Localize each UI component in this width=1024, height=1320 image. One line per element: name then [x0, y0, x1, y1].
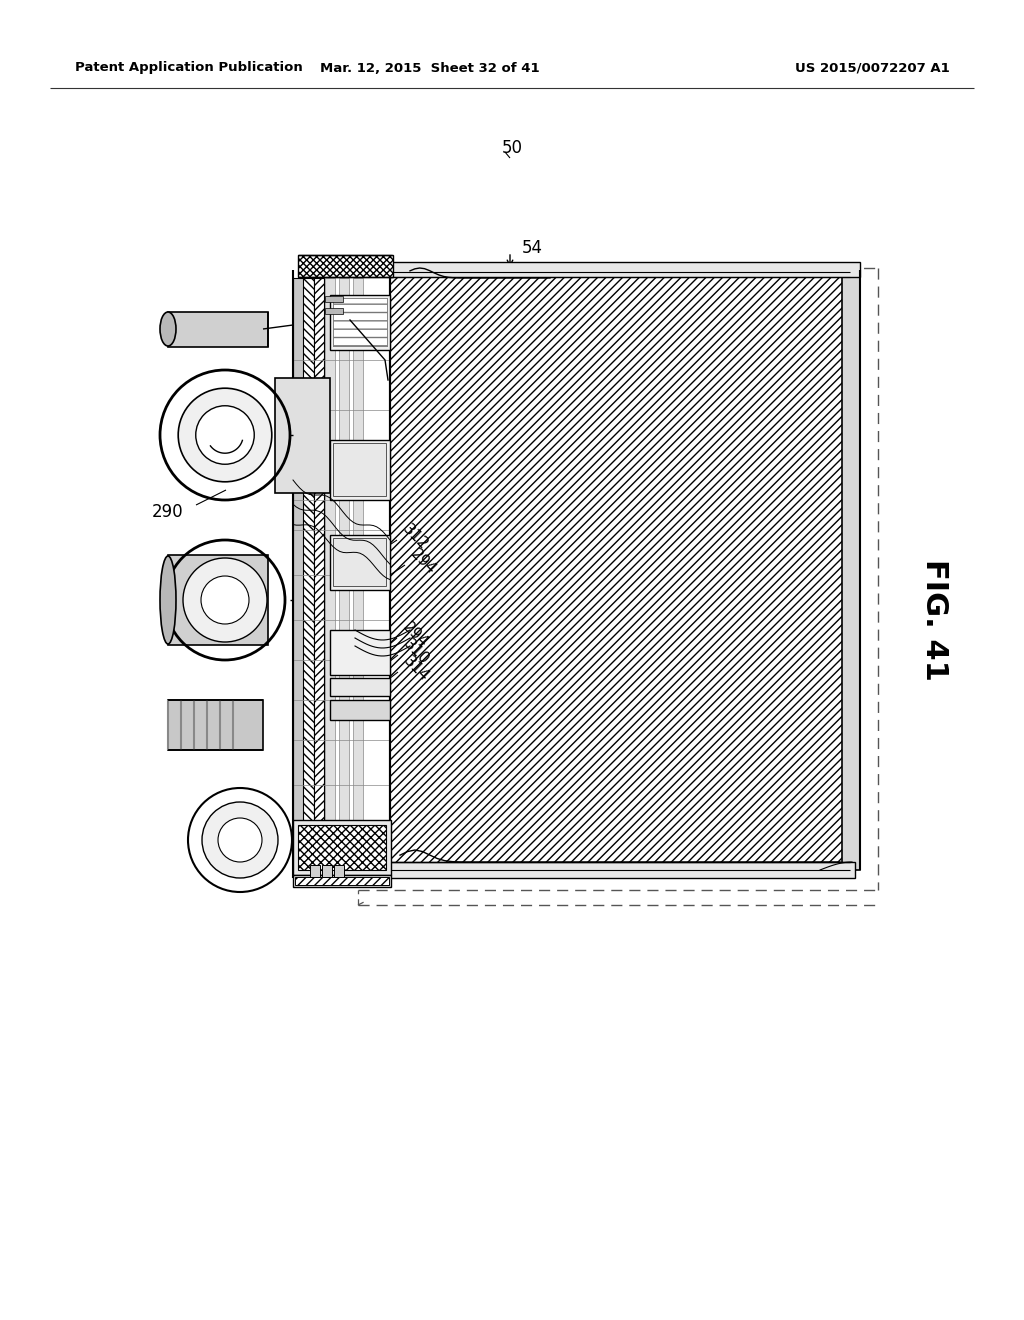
Bar — [330, 630, 390, 675]
Bar — [168, 312, 268, 347]
Bar — [322, 865, 332, 876]
Bar — [842, 271, 860, 870]
Bar — [314, 279, 324, 869]
Bar — [333, 298, 387, 346]
Circle shape — [196, 405, 254, 465]
Bar — [339, 279, 349, 866]
Bar — [325, 296, 343, 302]
Bar — [298, 825, 386, 870]
Bar — [330, 678, 390, 696]
Bar — [293, 279, 303, 869]
Bar — [293, 875, 391, 887]
Text: 294: 294 — [400, 619, 431, 651]
Bar — [325, 308, 343, 314]
Bar — [330, 535, 390, 590]
Text: 310: 310 — [401, 636, 432, 668]
Bar — [334, 865, 344, 876]
Bar — [295, 876, 389, 884]
Bar — [390, 271, 852, 870]
Ellipse shape — [160, 556, 176, 644]
Text: Mar. 12, 2015  Sheet 32 of 41: Mar. 12, 2015 Sheet 32 of 41 — [321, 62, 540, 74]
Circle shape — [178, 388, 271, 482]
Text: US 2015/0072207 A1: US 2015/0072207 A1 — [796, 62, 950, 74]
Text: 50: 50 — [502, 139, 522, 157]
Text: 314: 314 — [401, 653, 432, 685]
Bar — [390, 271, 852, 870]
Bar — [330, 440, 390, 500]
Text: 294: 294 — [408, 546, 439, 578]
Text: FIG. 41: FIG. 41 — [921, 560, 949, 681]
Circle shape — [202, 803, 278, 878]
Circle shape — [201, 576, 249, 624]
Bar — [293, 820, 391, 875]
Bar — [330, 700, 390, 719]
Ellipse shape — [160, 312, 176, 346]
Bar — [333, 539, 386, 586]
Bar — [302, 279, 314, 869]
Bar — [298, 255, 393, 277]
Bar — [310, 865, 319, 876]
Bar — [390, 261, 860, 277]
Bar — [333, 444, 386, 496]
Text: 290: 290 — [152, 503, 183, 521]
Bar — [168, 554, 268, 645]
Bar — [390, 862, 855, 878]
Circle shape — [218, 818, 262, 862]
Text: Patent Application Publication: Patent Application Publication — [75, 62, 303, 74]
Bar — [325, 279, 335, 866]
Text: 312: 312 — [400, 521, 431, 553]
Bar — [330, 294, 390, 350]
Text: 54: 54 — [522, 239, 543, 257]
Circle shape — [183, 558, 267, 642]
Bar — [275, 378, 330, 492]
Bar — [168, 700, 263, 750]
Bar — [353, 279, 362, 866]
Bar — [333, 298, 387, 346]
